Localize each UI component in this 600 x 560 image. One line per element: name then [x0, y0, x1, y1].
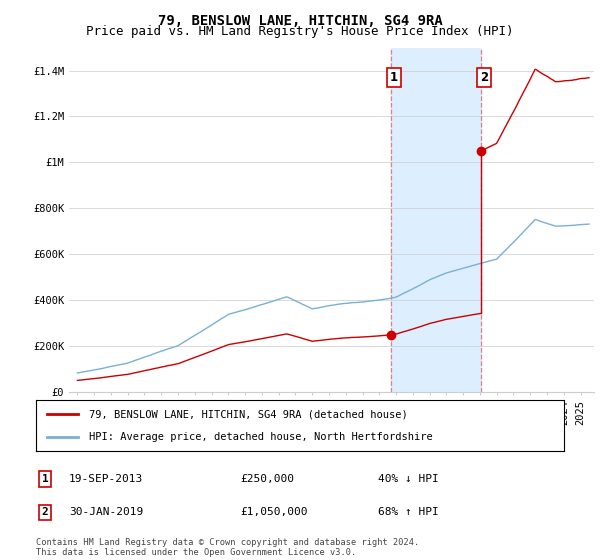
Text: Price paid vs. HM Land Registry's House Price Index (HPI): Price paid vs. HM Land Registry's House …: [86, 25, 514, 38]
Text: £1,050,000: £1,050,000: [240, 507, 308, 517]
Text: Contains HM Land Registry data © Crown copyright and database right 2024.
This d: Contains HM Land Registry data © Crown c…: [36, 538, 419, 557]
Text: 30-JAN-2019: 30-JAN-2019: [69, 507, 143, 517]
Text: 68% ↑ HPI: 68% ↑ HPI: [378, 507, 439, 517]
Text: 2: 2: [480, 71, 488, 84]
Text: HPI: Average price, detached house, North Hertfordshire: HPI: Average price, detached house, Nort…: [89, 432, 433, 442]
Text: 40% ↓ HPI: 40% ↓ HPI: [378, 474, 439, 484]
Bar: [391, 48, 481, 392]
Text: 2: 2: [41, 507, 49, 517]
Text: 1: 1: [41, 474, 49, 484]
Text: £250,000: £250,000: [240, 474, 294, 484]
Text: 1: 1: [390, 71, 398, 84]
Text: 79, BENSLOW LANE, HITCHIN, SG4 9RA (detached house): 79, BENSLOW LANE, HITCHIN, SG4 9RA (deta…: [89, 409, 407, 419]
Text: 19-SEP-2013: 19-SEP-2013: [69, 474, 143, 484]
Text: 79, BENSLOW LANE, HITCHIN, SG4 9RA: 79, BENSLOW LANE, HITCHIN, SG4 9RA: [158, 14, 442, 28]
